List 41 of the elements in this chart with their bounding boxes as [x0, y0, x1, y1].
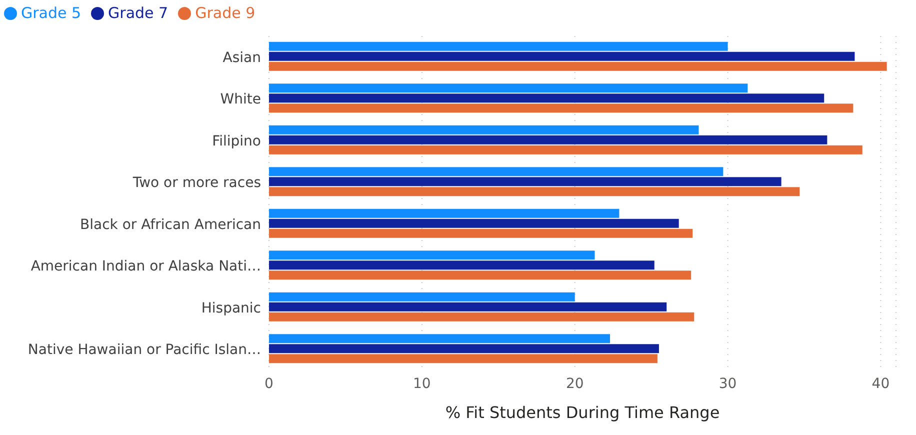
y-tick-label: White: [220, 92, 261, 108]
y-tick-label: American Indian or Alaska Nati…: [30, 258, 261, 275]
bar: [269, 228, 693, 238]
y-tick-label: Black or African American: [80, 216, 261, 233]
bar: [269, 218, 679, 228]
bar: [269, 52, 855, 61]
x-tick-label: 40: [872, 376, 890, 392]
bar: [269, 354, 658, 364]
y-tick-label: Native Hawaiian or Pacific Islan…: [28, 342, 261, 358]
x-tick-label: 0: [264, 376, 274, 392]
y-tick-label: Two or more races: [132, 175, 261, 192]
bar: [269, 208, 620, 218]
bar: [269, 94, 824, 103]
bar: [269, 104, 854, 113]
bar: [269, 250, 595, 260]
legend-label: Grade 7: [108, 4, 168, 22]
bar: [269, 302, 667, 312]
y-tick-label: Filipino: [212, 133, 261, 150]
x-tick-label: 10: [413, 376, 431, 392]
bar: [269, 334, 610, 344]
bar: [269, 84, 748, 93]
bar: [269, 260, 654, 270]
bar: [269, 187, 800, 196]
bar: [269, 135, 828, 144]
legend-label: Grade 9: [195, 4, 256, 22]
y-tick-label: Asian: [222, 50, 261, 66]
bar: [269, 62, 887, 71]
legend-label: Grade 5: [21, 4, 82, 22]
bar: [269, 177, 782, 186]
bar: [269, 167, 724, 176]
bar: [269, 344, 659, 354]
bar: [269, 125, 699, 134]
bar: [269, 270, 692, 280]
x-axis-title: % Fit Students During Time Range: [445, 403, 720, 422]
x-tick-label: 30: [718, 376, 737, 392]
bar: [269, 292, 575, 302]
y-tick-label: Hispanic: [201, 300, 261, 316]
bar: [269, 145, 862, 154]
bar: [269, 42, 728, 51]
bar: [269, 312, 694, 322]
x-tick-label: 20: [566, 376, 584, 392]
